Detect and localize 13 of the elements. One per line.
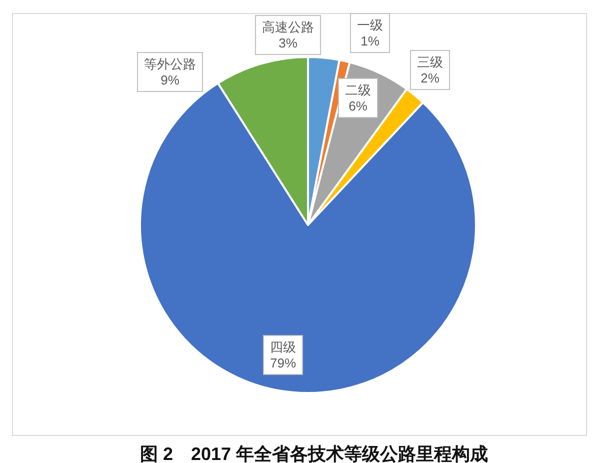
slice-label: 四级 [270, 340, 296, 354]
slice-label: 高速公路 [262, 20, 314, 34]
data-label: 3% [278, 36, 298, 50]
data-label: 2% [420, 70, 440, 86]
slice-label: 三级 [417, 54, 443, 70]
data-label: 79% [270, 356, 296, 370]
data-label: 9% [160, 72, 180, 88]
slice-label: 等外公路 [144, 56, 196, 72]
slice-label: 二级 [345, 82, 371, 98]
data-label: 1% [360, 34, 380, 48]
data-label: 6% [348, 98, 368, 114]
slice-label: 一级 [357, 18, 383, 32]
text: 图 2 2017 年全省各技术等级公路里程构成 [140, 444, 488, 463]
